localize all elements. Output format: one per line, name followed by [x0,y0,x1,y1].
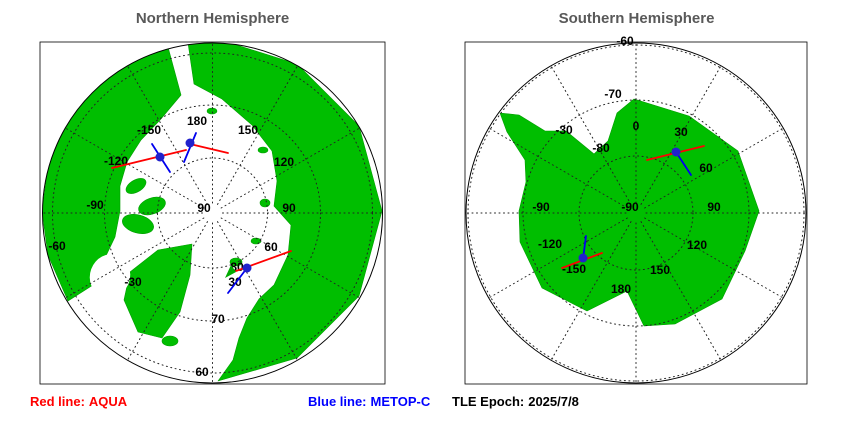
longitude-label: 60 [699,161,713,175]
longitude-label: 120 [274,155,294,169]
arctic-island [122,214,154,234]
satellite-position-dot [671,147,681,157]
franz-josef-island [250,237,262,245]
longitude-label: -30 [124,275,142,289]
meridian-line [64,217,205,299]
longitude-label: 60 [264,240,278,254]
aqua-track-line [111,149,187,169]
longitude-label: -90 [532,200,550,214]
landmass-eurasia [187,43,383,382]
satellite-position-dot [185,138,195,148]
arctic-island [125,178,147,194]
longitude-label: -120 [538,237,562,251]
longitude-label: 180 [611,282,631,296]
svalbard-island [229,257,243,267]
longitude-label: 90 [282,201,296,215]
longitude-label: -90 [86,198,104,212]
legend-blue-line: Blue line: METOP-C [308,394,434,409]
parallel-circle [104,104,321,322]
latitude-label: -70 [604,87,622,101]
north-map-frame [39,41,386,385]
longitude-label: -120 [104,154,128,168]
longitude-label: -30 [555,123,573,137]
severnaya-island [259,198,271,208]
south-map-title: Southern Hemisphere [558,10,715,27]
latitude-label: -90 [621,200,639,214]
metop-c-track-line [227,267,248,294]
meridian-line [64,127,205,209]
longitude-label: 90 [707,200,721,214]
metop-c-track-line [675,151,692,176]
iceland [161,335,179,347]
longitude-label: 30 [674,125,688,139]
meridian-line [217,65,298,205]
legend-red-line: Red line: AQUA [30,394,131,409]
satellite-position-dot [155,152,165,162]
parallel-circle [52,52,373,374]
meridian-line [220,127,361,209]
meridian-line [550,65,632,205]
longitude-label: 0 [633,119,640,133]
longitude-label: -60 [48,239,66,253]
latitude-label: 60 [195,365,209,379]
south-map-frame [464,41,808,385]
longitude-label: -150 [137,123,161,137]
parallel-circle [467,44,805,382]
south-land [499,98,760,327]
legend-blue-satellite: METOP-C [370,394,431,409]
north-map-boundary [42,42,383,384]
meridian-line [640,221,722,361]
north-map-title: Northern Hemisphere [135,10,290,27]
south-graticule [465,42,807,384]
north-graticule [42,42,383,384]
meridian-line [217,221,298,361]
meridian-line [640,65,722,205]
legend-tle-epoch: TLE Epoch: 2025/7/8 [452,394,583,409]
longitude-label: 150 [238,123,258,137]
latitude-label: -60 [616,34,634,48]
north-tracks [111,132,292,294]
parallel-circle [522,99,750,327]
landmass-antarctica [499,98,760,327]
south-map-boundary [465,42,807,384]
satellite-position-dot [242,263,252,273]
south-hemisphere-map: 0 306090120150180-150-120-90-30-60-70-80-… [464,34,808,385]
legend-red-label: Red line: [30,394,85,409]
latitude-label: -80 [592,141,610,155]
hudson-bay [89,254,131,298]
wrangel-island [206,107,218,115]
parallel-circle [578,155,694,271]
parallel-circle [157,157,268,269]
longitude-label: 120 [687,238,707,252]
meridian-line [220,217,361,299]
latitude-label: 90 [197,201,211,215]
meridian-line [127,65,208,205]
longitude-label: 180 [187,114,207,128]
meridian-line [127,221,208,361]
new-siberian-island [257,146,269,154]
direction-arrow [225,265,236,278]
longitude-label: 150 [650,263,670,277]
south-labels: 0 306090120150180-150-120-90-30-60-70-80-… [532,34,721,296]
south-tracks [561,145,705,269]
latitude-label: 70 [211,312,225,326]
meridian-line [644,127,784,209]
tle-epoch-value: 2025/7/8 [528,394,579,409]
legend-red-satellite: AQUA [88,394,128,409]
aqua-track-line [189,143,229,154]
tle-epoch-label: TLE Epoch: [452,394,525,409]
meridian-line [488,217,628,299]
meridian-line [644,217,784,299]
meridian-line [550,221,632,361]
meridian-line [488,127,628,209]
satellite-position-dot [578,253,588,263]
legend-blue-label: Blue line: [308,394,367,409]
